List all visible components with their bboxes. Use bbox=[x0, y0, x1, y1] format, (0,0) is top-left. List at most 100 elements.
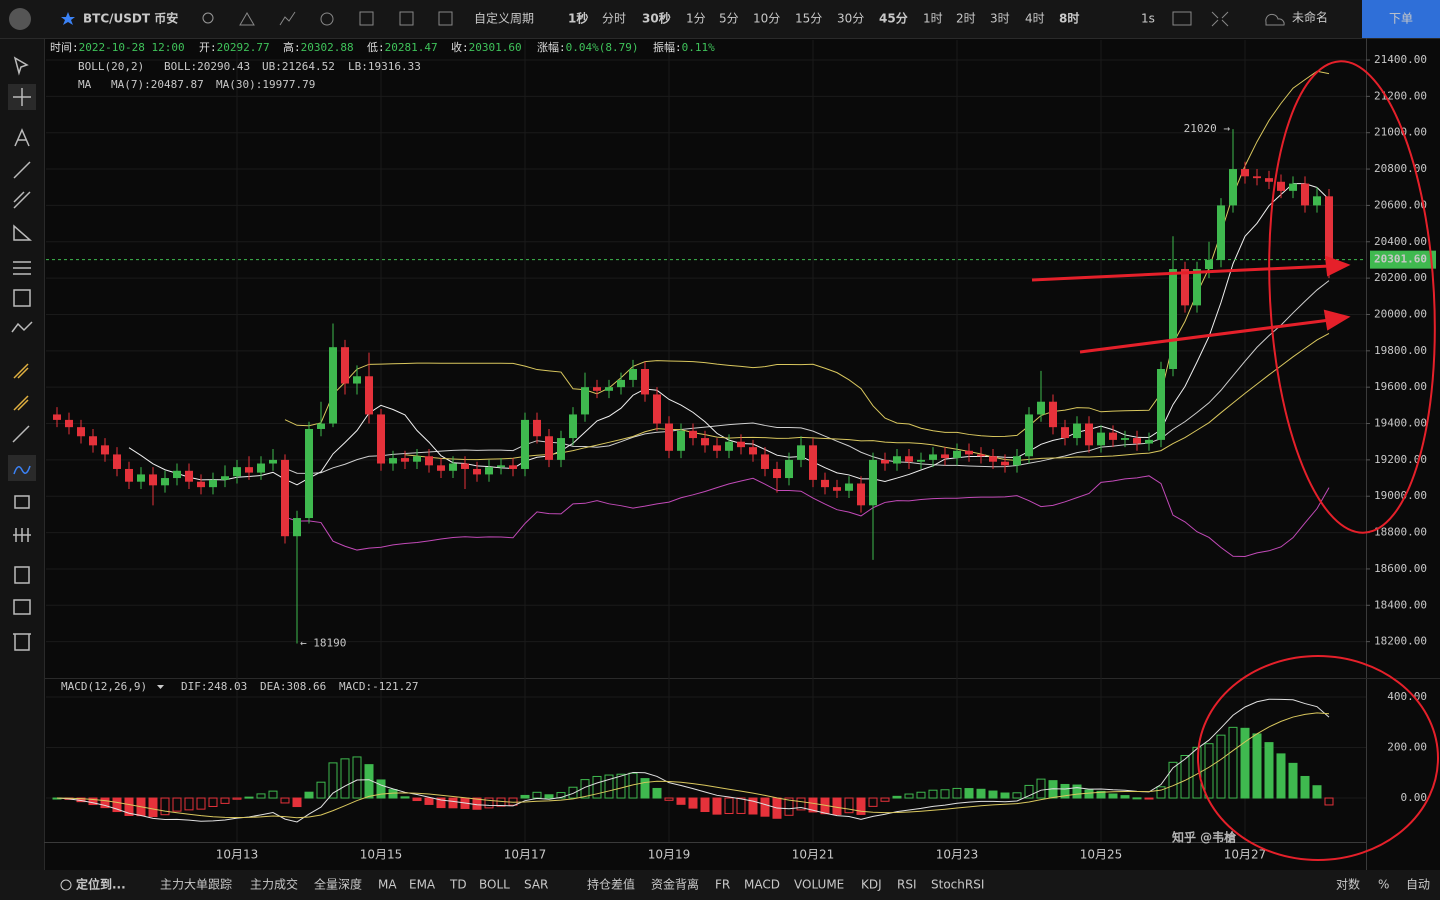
axis-option[interactable]: 自动 bbox=[1406, 878, 1430, 892]
x-tick-label: 10月27 bbox=[1224, 848, 1267, 862]
macd-bar bbox=[472, 797, 482, 810]
axis-option[interactable]: % bbox=[1378, 878, 1389, 892]
boll-mid: BOLL:20290.43 bbox=[164, 60, 250, 73]
indicator-button[interactable]: FR bbox=[715, 878, 730, 892]
period-button[interactable]: 3时 bbox=[990, 12, 1010, 26]
locate-button[interactable]: 定位到... bbox=[76, 877, 126, 892]
period-button[interactable]: 30秒 bbox=[642, 11, 671, 26]
left-toolbar bbox=[0, 38, 44, 870]
period-button[interactable]: 8时 bbox=[1059, 11, 1079, 26]
macd-bar bbox=[568, 786, 578, 799]
axis-option[interactable]: 对数 bbox=[1336, 877, 1360, 892]
y-tick-label: 400.00 bbox=[1387, 690, 1427, 703]
macd-bar bbox=[1144, 797, 1154, 800]
locate-icon[interactable] bbox=[60, 879, 72, 891]
candle-body bbox=[1097, 432, 1105, 446]
period-button[interactable]: 2时 bbox=[956, 12, 976, 26]
period-button[interactable]: 分时 bbox=[602, 12, 626, 26]
drawing-tools[interactable] bbox=[8, 56, 36, 651]
custom-period[interactable]: 自定义周期 bbox=[474, 11, 534, 26]
candle-body bbox=[821, 479, 829, 488]
indicator-button[interactable]: MACD bbox=[744, 878, 780, 892]
candle-body bbox=[701, 438, 709, 446]
candle-body bbox=[77, 427, 85, 437]
indicator-button[interactable]: SAR bbox=[524, 878, 548, 892]
order-button-label[interactable]: 下单 bbox=[1389, 12, 1413, 26]
candle-body bbox=[965, 450, 973, 455]
candle-body bbox=[1181, 269, 1189, 306]
candle-body bbox=[1001, 461, 1009, 466]
y-tick-label: 18400.00 bbox=[1374, 598, 1427, 611]
period-button[interactable]: 5分 bbox=[719, 12, 739, 26]
indicator-button[interactable]: EMA bbox=[409, 878, 436, 892]
indicator-button[interactable]: KDJ bbox=[861, 878, 882, 892]
period-button[interactable]: 45分 bbox=[879, 11, 908, 26]
x-tick-label: 10月13 bbox=[216, 848, 259, 862]
macd-bar bbox=[1120, 795, 1130, 799]
indicator-button[interactable]: StochRSI bbox=[931, 878, 984, 892]
info-item: 涨幅:0.04%(8.79) bbox=[537, 41, 638, 54]
candle-body bbox=[1025, 414, 1033, 457]
macd-bar bbox=[232, 797, 242, 800]
order-button[interactable] bbox=[1362, 0, 1440, 38]
macd-bar bbox=[1276, 753, 1286, 799]
info-item: 低:20281.47 bbox=[367, 41, 438, 54]
candle-body bbox=[1085, 423, 1093, 446]
indicator-button[interactable]: 主力成交 bbox=[250, 877, 298, 892]
candle-body bbox=[341, 347, 349, 384]
macd-bar bbox=[832, 797, 842, 816]
macd-bar bbox=[940, 789, 950, 799]
y-tick-label: 19200.00 bbox=[1374, 453, 1427, 466]
toolbar-icons[interactable] bbox=[239, 11, 1285, 27]
indicator-button[interactable]: MA bbox=[378, 878, 397, 892]
indicator-button[interactable]: BOLL bbox=[479, 878, 510, 892]
ma-name: MA bbox=[78, 78, 92, 91]
period-button[interactable]: 1时 bbox=[923, 12, 943, 26]
candle-body bbox=[845, 483, 853, 491]
candle-body bbox=[1313, 196, 1321, 206]
period-button[interactable]: 1秒 bbox=[568, 11, 588, 26]
macd-bar bbox=[664, 797, 674, 801]
macd-bar bbox=[544, 794, 554, 799]
y-tick-label: 200.00 bbox=[1387, 740, 1427, 753]
candle-body bbox=[509, 465, 517, 469]
candle-body bbox=[881, 459, 889, 464]
candle-body bbox=[485, 467, 493, 475]
speed[interactable]: 1s bbox=[1141, 12, 1155, 26]
indicator-button[interactable]: 全量深度 bbox=[314, 877, 362, 892]
candle-body bbox=[53, 414, 61, 420]
indicator-button[interactable]: 资金背离 bbox=[651, 877, 699, 892]
y-tick-label: 18800.00 bbox=[1374, 526, 1427, 539]
macd-bar bbox=[1312, 785, 1322, 799]
info-value: 2022-10-28 12:00 bbox=[79, 41, 185, 54]
candle-body bbox=[377, 414, 385, 464]
search-icon[interactable] bbox=[202, 12, 214, 24]
indicator-button[interactable]: VOLUME bbox=[794, 878, 844, 892]
period-button[interactable]: 30分 bbox=[837, 12, 864, 26]
candle-body bbox=[869, 459, 877, 506]
period-button[interactable]: 1分 bbox=[686, 12, 706, 26]
user-drawings bbox=[1031, 60, 1439, 861]
macd-bar bbox=[616, 773, 626, 799]
info-item: 高:20302.88 bbox=[283, 40, 354, 54]
period-button[interactable]: 10分 bbox=[753, 12, 780, 26]
layout-name[interactable]: 未命名 bbox=[1292, 10, 1328, 25]
dif-line bbox=[56, 698, 1330, 823]
macd-bar bbox=[88, 797, 98, 806]
candle-body bbox=[809, 445, 817, 480]
macd-bar bbox=[1012, 792, 1022, 799]
candle-body bbox=[893, 456, 901, 464]
info-value: 20292.77 bbox=[217, 41, 270, 54]
indicator-button[interactable]: RSI bbox=[897, 878, 917, 892]
macd-bar bbox=[712, 797, 722, 815]
macd-bar bbox=[316, 781, 326, 799]
period-button[interactable]: 4时 bbox=[1025, 12, 1045, 26]
indicator-button[interactable]: TD bbox=[449, 878, 467, 892]
candle-body bbox=[953, 450, 961, 459]
candle-body bbox=[89, 436, 97, 446]
period-button[interactable]: 15分 bbox=[795, 12, 822, 26]
favorite-icon[interactable] bbox=[61, 12, 75, 25]
dropdown-icon[interactable] bbox=[157, 685, 164, 689]
indicator-button[interactable]: 持仓差值 bbox=[587, 877, 635, 892]
indicator-button[interactable]: 主力大单跟踪 bbox=[160, 878, 232, 892]
